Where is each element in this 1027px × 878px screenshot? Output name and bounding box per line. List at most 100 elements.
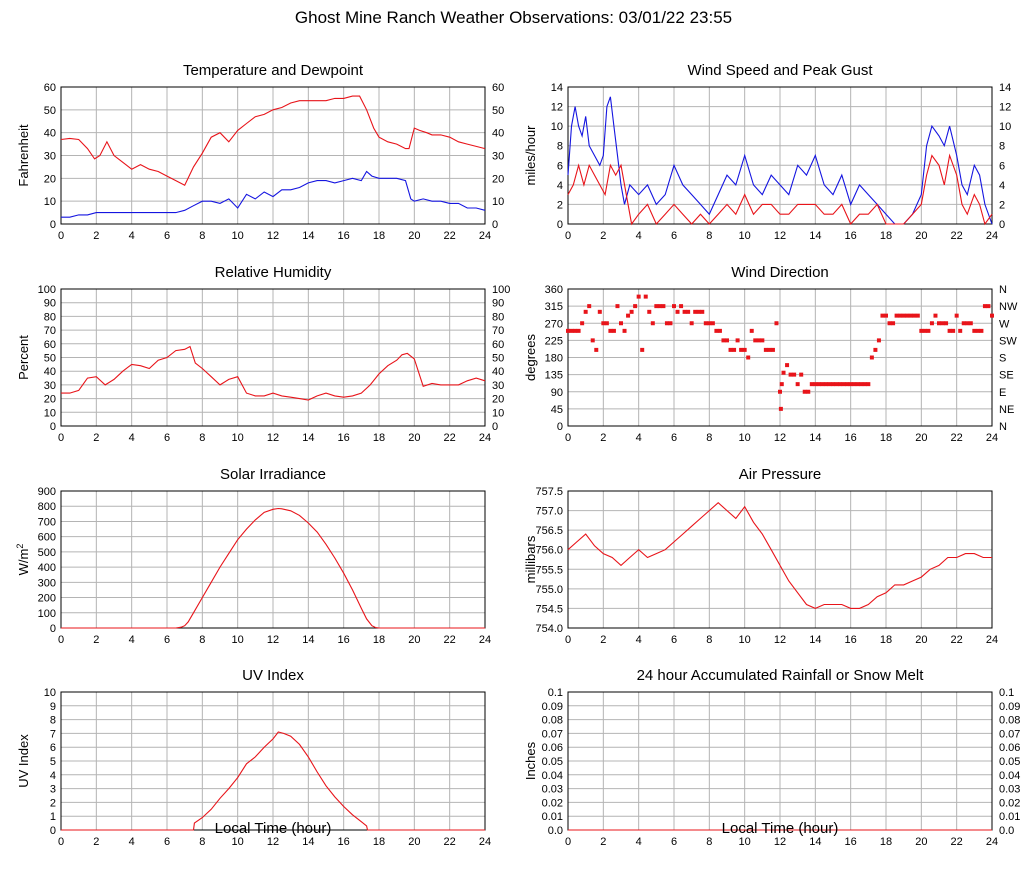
x-tick-label: 18 [373, 836, 385, 848]
x-tick-label: 8 [706, 836, 712, 848]
data-point [689, 321, 694, 326]
y-tick-label: 0 [557, 219, 563, 231]
y-tick-label: 90 [551, 387, 563, 399]
data-point [831, 382, 835, 387]
x-tick-label: 22 [444, 836, 456, 848]
data-point [714, 328, 719, 333]
data-point [792, 372, 797, 377]
x-tick-label: 2 [600, 432, 606, 444]
x-tick-label: 22 [951, 432, 963, 444]
x-tick-label: 16 [845, 432, 857, 444]
x-tick-label: 6 [164, 230, 170, 242]
chart-rh: Relative HumidityPercent0102030405060708… [16, 264, 510, 444]
y-tick-label-right: S [999, 353, 1006, 365]
x-tick-label: 0 [565, 634, 571, 646]
x-tick-label: 16 [338, 432, 350, 444]
data-point [569, 328, 574, 333]
data-point [901, 313, 906, 318]
y-tick-label: 10 [44, 407, 56, 419]
data-point [753, 338, 758, 343]
data-point [873, 347, 878, 352]
data-point [721, 338, 726, 343]
y-tick-label: 0.0 [548, 825, 563, 837]
y-tick-label: 754.5 [535, 603, 563, 615]
y-tick-label: 270 [545, 318, 563, 330]
x-tick-label: 6 [671, 634, 677, 646]
plot-frame [60, 490, 486, 629]
y-tick-label: 0 [50, 825, 56, 837]
y-tick-label: 0.04 [542, 770, 563, 782]
data-point [781, 370, 786, 375]
data-point [668, 321, 673, 326]
x-tick-label: 24 [479, 230, 491, 242]
y-tick-label: 757.5 [535, 486, 563, 498]
data-point [961, 321, 966, 326]
y-tick-label: 5 [50, 756, 56, 768]
data-point [915, 313, 920, 318]
y-tick-label: 60 [44, 339, 56, 351]
x-tick-label: 2 [93, 432, 99, 444]
x-tick-label: 18 [373, 230, 385, 242]
y-tick-label-right: SW [999, 335, 1017, 347]
x-tick-label: 10 [739, 634, 751, 646]
data-point [982, 304, 987, 309]
chart-title: 24 hour Accumulated Rainfall or Snow Mel… [637, 667, 925, 684]
data-point [905, 313, 910, 318]
data-point [682, 309, 687, 314]
chart-rain: 24 hour Accumulated Rainfall or Snow Mel… [523, 667, 1020, 848]
plot-frame [567, 288, 993, 427]
data-point [767, 347, 772, 352]
y-tick-label: 45 [551, 404, 563, 416]
y-tick-label: 300 [38, 577, 56, 589]
data-point [703, 321, 708, 326]
y-tick-label: 70 [44, 325, 56, 337]
y-tick-label: 0.03 [542, 784, 563, 796]
chart-temp: Temperature and DewpointFahrenheit010203… [16, 62, 504, 242]
y-tick-label: 50 [44, 353, 56, 365]
data-point [760, 338, 765, 343]
plot-frame [60, 691, 486, 831]
y-tick-label-right: 6 [999, 160, 1005, 172]
data-point [908, 313, 913, 318]
y-tick-label: 756.5 [535, 525, 563, 537]
data-point [647, 309, 652, 314]
data-point [576, 328, 581, 333]
x-tick-label: 0 [565, 230, 571, 242]
x-tick-label: 6 [164, 432, 170, 444]
series-line-red [567, 153, 993, 226]
x-tick-label: 10 [232, 230, 244, 242]
data-point [937, 321, 941, 326]
x-tick-label: 24 [986, 836, 998, 848]
data-point [944, 321, 949, 326]
data-point [975, 328, 980, 333]
y-tick-label: 800 [38, 501, 56, 513]
x-tick-label: 16 [338, 836, 350, 848]
data-point [958, 328, 963, 333]
data-point [590, 338, 595, 343]
x-tick-label: 22 [444, 634, 456, 646]
x-tick-label: 2 [93, 230, 99, 242]
x-tick-label: 14 [809, 230, 821, 242]
page-title: Ghost Mine Ranch Weather Observations: 0… [294, 8, 733, 27]
data-point [580, 321, 585, 326]
x-tick-label: 12 [774, 230, 786, 242]
data-point [799, 372, 804, 377]
x-tick-label: 24 [986, 634, 998, 646]
data-point [887, 321, 892, 326]
y-tick-label-right: 30 [492, 380, 504, 392]
x-tick-label: 20 [915, 230, 927, 242]
y-tick-label: 0 [50, 421, 56, 433]
y-tick-label-right: NE [999, 404, 1014, 416]
plot-frame [60, 288, 486, 427]
y-tick-label: 20 [44, 173, 56, 185]
data-point [654, 304, 659, 309]
data-point [785, 363, 790, 368]
data-point [855, 382, 860, 387]
y-tick-label-right: 0.02 [999, 797, 1020, 809]
data-point [922, 328, 927, 333]
x-tick-label: 0 [58, 836, 64, 848]
x-tick-label: 6 [671, 432, 677, 444]
x-tick-label: 18 [373, 432, 385, 444]
data-point [951, 328, 956, 333]
x-tick-label: 8 [199, 634, 205, 646]
